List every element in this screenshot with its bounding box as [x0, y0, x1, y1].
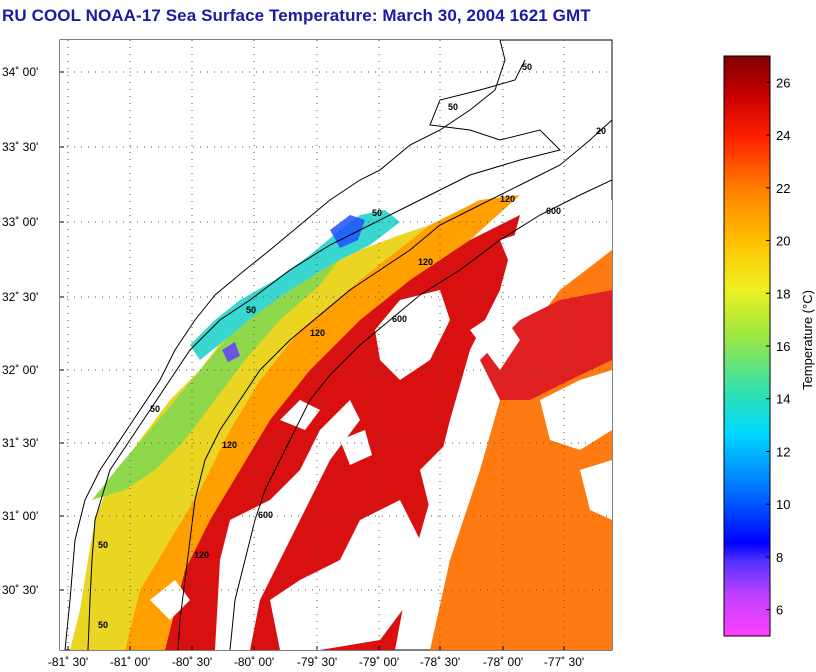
- latitude-labels: 34˚ 00' 33˚ 30' 33˚ 00' 32˚ 30' 32˚ 00' …: [2, 65, 38, 597]
- isobath-label: 50: [448, 102, 458, 112]
- isobath-label: 50: [98, 540, 108, 550]
- coastline: [64, 40, 506, 650]
- sst-region-purple-patch: [222, 342, 240, 362]
- sst-region-red-east: [480, 290, 612, 400]
- colorbar-tick-label: 10: [776, 497, 790, 512]
- colorbar-tick-label: 14: [776, 392, 790, 407]
- map-panel: 50 50 50 50 50 50 50 120 120 120 120 120…: [2, 39, 613, 669]
- colorbar: 6 8 10 12 14 16 18 20 22 24 26 Temperature (°C): [723, 55, 815, 637]
- lon-label: -80˚ 30': [172, 655, 212, 669]
- lon-label: -81˚ 00': [110, 655, 150, 669]
- axis-ticks: [60, 71, 565, 650]
- colorbar-tick-label: 20: [776, 234, 790, 249]
- lat-label: 33˚ 00': [2, 215, 38, 229]
- colorbar-title: Temperature (°C): [800, 290, 815, 390]
- lat-label: 34˚ 00': [2, 65, 38, 79]
- lon-label: -79˚ 00': [359, 655, 399, 669]
- colorbar-ticks: 6 8 10 12 14 16 18 20 22 24 26: [766, 75, 790, 618]
- isobath-label: 50: [98, 620, 108, 630]
- isobath-50m: [87, 59, 561, 650]
- colorbar-tick-label: 18: [776, 286, 790, 301]
- isobath-600m: [229, 179, 612, 650]
- colorbar-tick-label: 24: [776, 128, 790, 143]
- isobath-label: 120: [418, 257, 433, 267]
- colorbar-tick-label: 26: [776, 75, 790, 90]
- lon-label: -77˚ 30': [544, 655, 584, 669]
- lat-label: 31˚ 30': [2, 436, 38, 450]
- lon-label: -79˚ 30': [297, 655, 337, 669]
- longitude-labels: -81˚ 30' -81˚ 00' -80˚ 30' -80˚ 00' -79˚…: [48, 655, 584, 669]
- sst-region-blue-patch: [330, 215, 365, 248]
- colorbar-tick-label: 16: [776, 339, 790, 354]
- isobath-labels: 50 50 50 50 50 50 50 120 120 120 120 120…: [98, 62, 606, 630]
- lon-label: -80˚ 00': [234, 655, 274, 669]
- colorbar-tick-label: 22: [776, 181, 790, 196]
- isobath-label: 50: [372, 208, 382, 218]
- isobath-label: 600: [546, 206, 561, 216]
- cloud-mask: [150, 200, 612, 650]
- map-title: RU COOL NOAA-17 Sea Surface Temperature:…: [2, 6, 591, 25]
- lat-label: 30˚ 30': [2, 583, 38, 597]
- lon-label: -81˚ 30': [48, 655, 88, 669]
- colorbar-tick-label: 6: [776, 603, 783, 618]
- sst-field: [60, 40, 612, 650]
- isobath-label: 120: [194, 550, 209, 560]
- isobath-label: 50: [246, 305, 256, 315]
- isobath-label: 120: [222, 440, 237, 450]
- lon-label: -78˚ 30': [420, 655, 460, 669]
- isobath-label: 600: [258, 510, 273, 520]
- sst-region-cyan: [190, 210, 400, 360]
- sst-region-warm-yellow: [70, 225, 430, 650]
- isobath-120m: [177, 119, 612, 650]
- lat-label: 31˚ 00': [2, 509, 38, 523]
- colorbar-tick-label: 8: [776, 550, 783, 565]
- lat-label: 32˚ 30': [2, 290, 38, 304]
- isobath-label: 20: [596, 126, 606, 136]
- lat-label: 32˚ 00': [2, 363, 38, 377]
- land-mask: [60, 40, 505, 650]
- isobath-label: 50: [522, 62, 532, 72]
- sst-region-cool-green: [92, 245, 350, 500]
- colorbar-tick-label: 12: [776, 444, 790, 459]
- lat-label: 33˚ 30': [2, 140, 38, 154]
- isobath-label: 120: [310, 328, 325, 338]
- lon-label: -78˚ 00': [483, 655, 523, 669]
- isobath-label: 120: [500, 194, 515, 204]
- isobath-label: 50: [150, 404, 160, 414]
- graticule: [60, 40, 612, 650]
- isobath-label: 600: [392, 314, 407, 324]
- colorbar-scale: [723, 55, 771, 637]
